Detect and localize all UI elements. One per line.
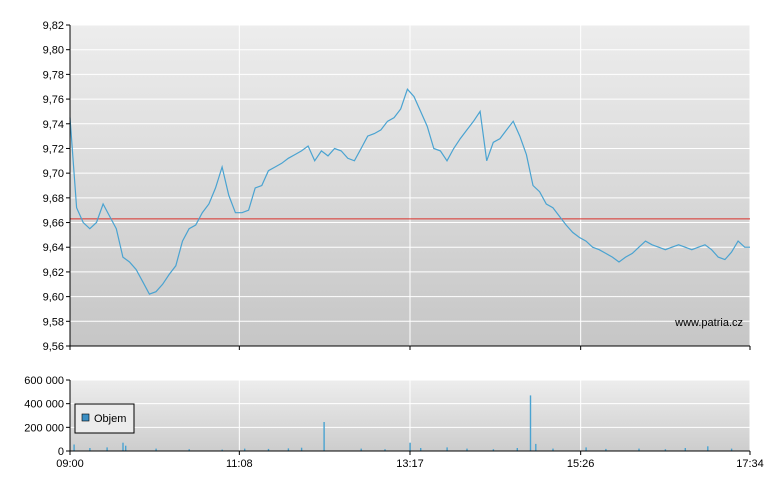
price-y-tick-label: 9,62 (43, 267, 64, 279)
volume-bar (638, 448, 640, 451)
volume-y-tick-label: 0 (58, 446, 64, 458)
volume-bar (287, 448, 290, 451)
time-x-axis: 09:00 11:08 13:17 15:26 17:34 (56, 450, 764, 470)
volume-bar (420, 448, 422, 451)
volume-bar (244, 448, 246, 451)
price-panel: 9,56 9,58 9,60 9,62 9,64 9,66 9,68 9,70 9,72 9,74… (43, 20, 751, 353)
price-y-tick-label: 9,66 (43, 218, 64, 230)
volume-bar (466, 448, 468, 451)
volume-bar (221, 449, 223, 451)
volume-bar (516, 448, 518, 451)
volume-bar (106, 447, 108, 451)
volume-bar (267, 448, 270, 451)
time-x-tick-label: 17:34 (736, 458, 764, 470)
price-y-tick-label: 9,74 (43, 119, 64, 131)
volume-bars (73, 395, 733, 451)
volume-y-axis: 0 200 000 400 000 600 000 (24, 375, 70, 458)
volume-bar (125, 445, 127, 451)
volume-bar (492, 449, 495, 451)
price-y-tick-label: 9,80 (43, 45, 64, 57)
price-y-tick-label: 9,56 (43, 341, 64, 353)
time-x-tick-label: 11:08 (226, 458, 253, 470)
volume-bar (446, 447, 448, 451)
volume-bar (300, 447, 303, 451)
volume-bar (384, 449, 386, 451)
price-y-tick-label: 9,64 (43, 242, 64, 254)
volume-bar (155, 448, 157, 451)
price-x-axis (69, 345, 751, 350)
price-y-tick-label: 9,72 (43, 143, 64, 155)
time-x-tick-label: 13:17 (396, 458, 424, 470)
volume-bar (707, 446, 709, 451)
volume-bar (409, 442, 411, 451)
price-y-tick-label: 9,68 (43, 193, 64, 205)
volume-bar (730, 448, 733, 451)
price-y-tick-label: 9,58 (43, 316, 64, 328)
price-y-tick-label: 9,82 (43, 20, 64, 32)
price-y-tick-label: 9,76 (43, 94, 64, 106)
volume-bar (73, 444, 75, 451)
price-y-tick-label: 9,70 (43, 168, 64, 180)
time-x-tick-label: 09:00 (56, 458, 84, 470)
volume-bar (89, 448, 91, 451)
volume-bar (664, 449, 667, 451)
volume-y-tick-label: 400 000 (24, 399, 64, 411)
volume-y-tick-label: 200 000 (24, 422, 64, 434)
volume-bar (535, 443, 537, 451)
volume-bar (188, 449, 190, 451)
volume-bar (605, 448, 607, 451)
watermark: www.patria.cz (674, 317, 743, 329)
volume-bar (684, 448, 686, 451)
price-y-axis: 9,56 9,58 9,60 9,62 9,64 9,66 9,68 9,70 9,72 9,74… (43, 20, 70, 353)
time-x-tick-label: 15:26 (567, 458, 595, 470)
volume-bar (585, 447, 587, 451)
volume-panel: 0 200 000 400 000 600 000 09:00 11:08 13:17 15… (24, 375, 764, 470)
price-y-tick-label: 9,60 (43, 292, 64, 304)
legend-label: Objem (94, 413, 126, 425)
volume-bar (552, 448, 554, 451)
volume-y-tick-label: 600 000 (24, 375, 64, 387)
price-y-tick-label: 9,78 (43, 69, 64, 81)
volume-bar (360, 448, 362, 451)
volume-bar (323, 422, 325, 451)
legend: Objem (74, 403, 135, 434)
volume-bar (529, 395, 532, 451)
legend-swatch (81, 413, 90, 422)
price-series-line (69, 88, 750, 295)
volume-bar (122, 442, 124, 451)
